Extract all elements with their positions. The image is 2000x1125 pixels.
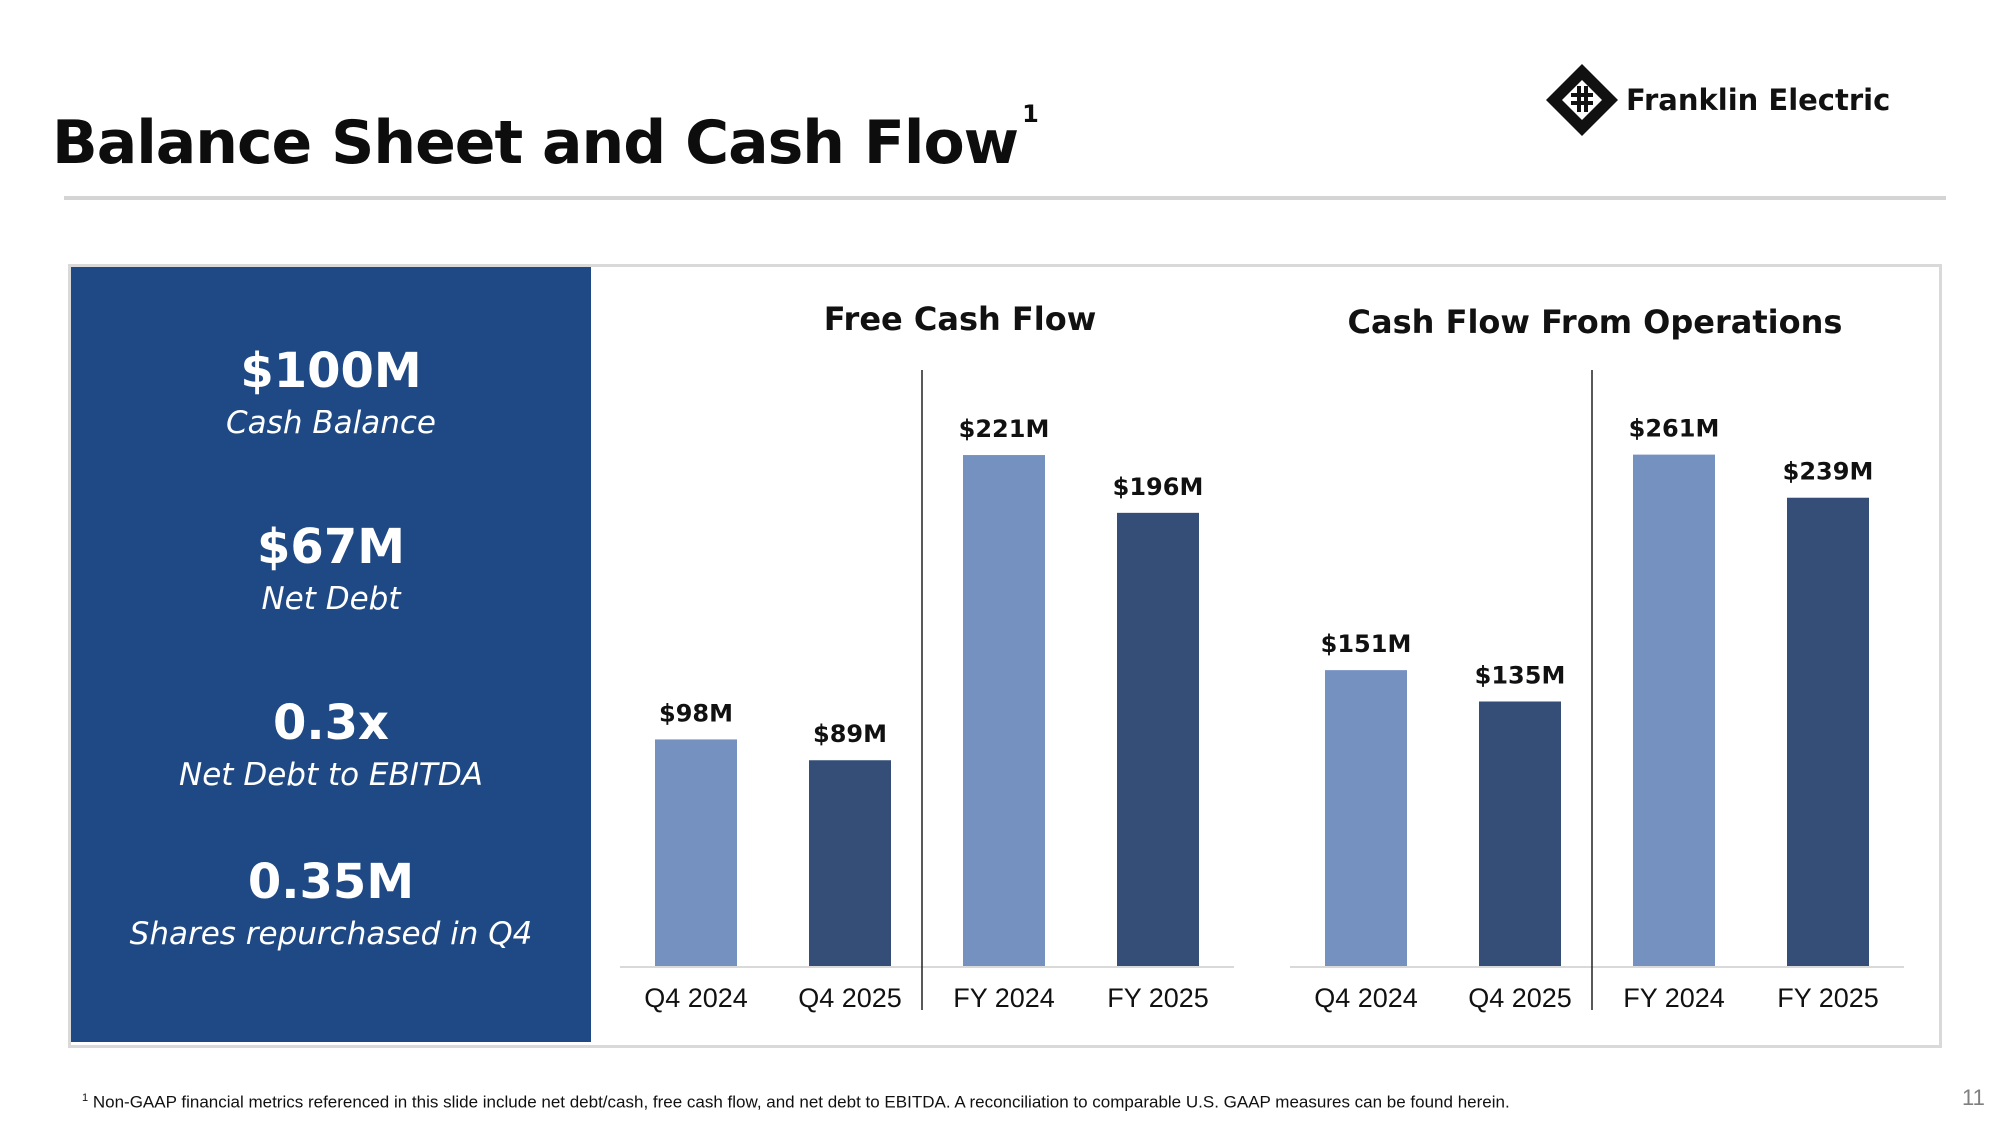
data-label: $196M <box>1113 473 1204 501</box>
footnote-marker: 1 <box>82 1092 89 1104</box>
bar-q4-2024 <box>1325 670 1407 966</box>
chart-title-cash-flow-from-operations: Cash Flow From Operations <box>1347 303 1843 341</box>
x-tick-label: FY 2024 <box>1623 983 1725 1013</box>
bar-q4-2025 <box>1479 701 1561 966</box>
bar-fy-2025 <box>1117 512 1199 966</box>
page-title-text: Balance Sheet and Cash Flow <box>52 108 1019 178</box>
franklin-diamond-logo-icon <box>1546 64 1618 136</box>
x-tick-label: Q4 2025 <box>1468 983 1572 1013</box>
x-tick-label: FY 2025 <box>1107 983 1209 1013</box>
kpi-label: Shares repurchased in Q4 <box>129 916 533 952</box>
page-title: Balance Sheet and Cash Flow 1 <box>52 100 1039 178</box>
kpi-shares-repurchased: 0.35M Shares repurchased in Q4 <box>71 854 591 954</box>
chart-title-free-cash-flow: Free Cash Flow <box>823 300 1097 338</box>
x-tick-label: Q4 2024 <box>644 983 748 1013</box>
kpi-net-debt-to-ebitda: 0.3x Net Debt to EBITDA <box>71 695 591 795</box>
logo-text: Franklin Electric <box>1626 83 1891 117</box>
kpi-value: 0.35M <box>247 854 415 910</box>
data-label: $89M <box>813 720 887 748</box>
footnote-text: Non-GAAP financial metrics referenced in… <box>92 1092 1510 1112</box>
title-footnote-marker: 1 <box>1022 100 1039 128</box>
footnote: 1 Non-GAAP financial metrics referenced … <box>82 1092 1510 1113</box>
page-number: 11 <box>1962 1085 1985 1110</box>
x-tick-label: Q4 2024 <box>1314 983 1418 1013</box>
data-label: $135M <box>1475 661 1566 689</box>
bar-fy-2024 <box>963 455 1045 966</box>
kpi-cash-balance: $100M Cash Balance <box>71 343 591 443</box>
kpi-value: $100M <box>240 343 422 399</box>
bar-q4-2025 <box>809 760 891 966</box>
company-logo: Franklin Electric <box>1544 62 1890 138</box>
kpi-net-debt: $67M Net Debt <box>71 519 591 619</box>
kpi-label: Net Debt to EBITDA <box>179 757 483 793</box>
data-label: $151M <box>1321 630 1412 658</box>
x-tick-label: FY 2024 <box>953 983 1055 1013</box>
kpi-panel: $100M Cash Balance $67M Net Debt 0.3x Ne… <box>71 267 591 1042</box>
x-tick-label: FY 2025 <box>1777 983 1879 1013</box>
data-label: $221M <box>959 415 1050 443</box>
bar-fy-2024 <box>1633 454 1715 966</box>
kpi-value: $67M <box>257 519 405 575</box>
data-label: $98M <box>659 699 733 727</box>
bar-q4-2024 <box>655 739 737 966</box>
kpi-value: 0.3x <box>273 695 389 751</box>
kpi-label: Cash Balance <box>226 405 436 441</box>
bar-fy-2025 <box>1787 497 1869 966</box>
data-label: $261M <box>1629 415 1720 443</box>
kpi-label: Net Debt <box>261 581 401 617</box>
x-tick-label: Q4 2025 <box>798 983 902 1013</box>
title-divider <box>64 196 1946 200</box>
data-label: $239M <box>1783 458 1874 486</box>
